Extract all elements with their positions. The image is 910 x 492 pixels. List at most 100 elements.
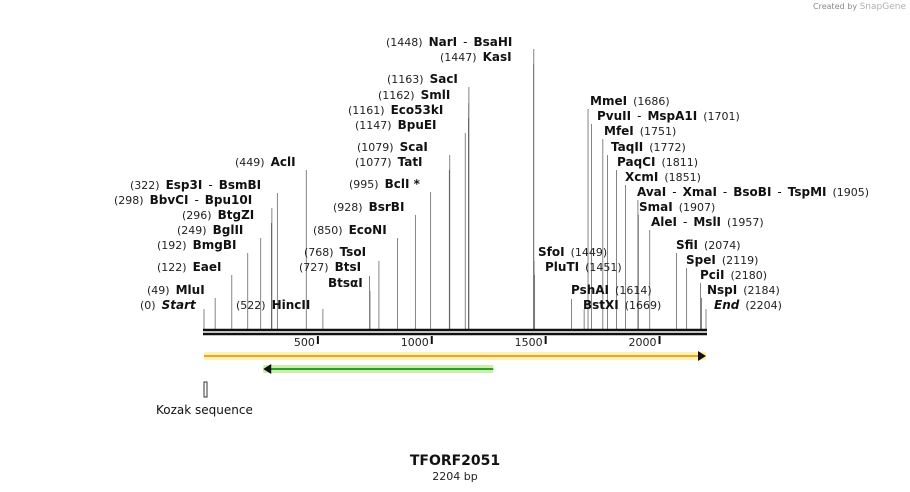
enzyme-name: AleI [651,215,677,229]
site-position: (1448) [386,36,423,49]
enzyme-name: BtsI [335,260,362,274]
site-hincii: (522) HincII [236,298,310,312]
orf-forward-arrowhead [698,351,706,361]
enzyme-name: BbvCI [150,193,189,207]
enzyme-name: TatI [398,155,423,169]
ruler-ticks: 500 1000 1500 2000 [294,336,661,349]
site-position: (1077) [355,156,392,169]
site-position: (49) [147,284,170,297]
site-position: (1163) [387,73,424,86]
site-position: (727) [299,261,329,274]
site-position: (192) [157,239,187,252]
enzyme-name: MmeI [590,94,627,108]
site-position: (1701) [703,110,740,123]
enzyme-name: TaqII [611,140,643,154]
enzyme-name: BsaHI [473,35,512,49]
site-position: (1614) [615,284,652,297]
enzyme-name: PvuII [597,109,631,123]
site-separator: - [637,109,641,123]
site-position: (850) [313,224,343,237]
construct-length: 2204 bp [432,470,478,483]
enzyme-name: BsmBI [219,178,261,192]
site-position: (1447) [440,51,477,64]
site-bpuei: (1147) BpuEI [355,118,437,132]
enzyme-name: ScaI [400,140,428,154]
enzyme-name: PaqCI [617,155,655,169]
enzyme-name: End [714,298,740,312]
enzyme-name: PshAI [571,283,609,297]
site-bbvci: (298) BbvCI - Bpu10I [114,193,252,207]
site-leader-lines [203,49,707,329]
enzyme-name: KasI [483,50,512,64]
site-separator: - [463,35,467,49]
site-paqci: PaqCI (1811) [617,155,698,169]
site-btgzi: (296) BtgZI [182,208,254,222]
site-pvuii: PvuII - MspA1I (1701) [597,109,740,123]
site-position: (298) [114,194,144,207]
site-mfei: MfeI (1751) [604,124,676,138]
enzyme-name: TsoI [340,245,366,259]
site-position: (1751) [640,125,677,138]
site-esp3i: (322) Esp3I - BsmBI [130,178,261,192]
site-bmgbi: (192) BmgBI [157,238,236,252]
site-tati: (1077) TatI [355,155,423,169]
enzyme-name: SacI [430,72,458,86]
site-position: (2074) [704,239,741,252]
enzyme-name: MluI [176,283,205,297]
tick-label: 2000 [629,336,657,349]
enzyme-name: SmlI [421,88,451,102]
enzyme-name: BglII [213,223,244,237]
enzyme-name: BtsαI [328,276,363,290]
enzyme-name: Esp3I [166,178,203,192]
enzyme-name: NarI [429,35,458,49]
features [203,351,706,398]
site-position: (1851) [664,171,701,184]
enzyme-name: BmgBI [193,238,237,252]
site-acli: (449) AclI [235,155,296,169]
site-separator: - [672,185,676,199]
site-position: (1905) [833,186,870,199]
enzyme-name: BsoBI [733,185,771,199]
site-position: (2119) [722,254,759,267]
site-position: (1161) [348,104,385,117]
site-position: (322) [130,179,160,192]
site-sfii: SfiI (2074) [676,238,741,252]
site-bcli-: (995) BclI * [349,177,421,191]
site-separator: - [777,185,781,199]
site-separator: - [683,215,687,229]
site-position: (995) [349,178,379,191]
construct-title: TFORF2051 [409,453,501,469]
site-position: (1147) [355,119,392,132]
enzyme-name: Bpu10I [205,193,252,207]
site-smli: (1162) SmlI [378,88,450,102]
site-separator: - [194,193,198,207]
site-pshai: PshAI (1614) [571,283,652,297]
site-eaei: (122) EaeI [157,260,222,274]
enzyme-name: Eco53kI [391,103,444,117]
enzyme-name: TspMI [788,185,827,199]
site-pluti: PluTI (1451) [545,260,622,274]
site-xcmi: XcmI (1851) [625,170,701,184]
tick-label: 1000 [401,336,429,349]
site-position: (2184) [743,284,780,297]
enzyme-name: Start [162,298,197,312]
site-position: (928) [333,201,363,214]
site-position: (0) [140,299,156,312]
site-sfoi: SfoI (1449) [538,245,607,259]
enzyme-name: BtgZI [218,208,255,222]
enzyme-name: MfeI [604,124,634,138]
site-nari: (1448) NarI - BsaHI [386,35,512,49]
enzyme-name: XmaI [683,185,717,199]
snapgene-logo: SnapGene [859,2,906,12]
kozak-marker [203,381,208,398]
site-position: (1451) [585,261,622,274]
site-position: (1669) [625,299,662,312]
site-nspi: NspI (2184) [707,283,780,297]
site-mmei: MmeI (1686) [590,94,670,108]
site-position: (122) [157,261,187,274]
site-scai: (1079) ScaI [357,140,428,154]
site-position: (2180) [731,269,768,282]
snapgene-credit: Created by SnapGene [813,2,906,12]
site-position: (1162) [378,89,415,102]
